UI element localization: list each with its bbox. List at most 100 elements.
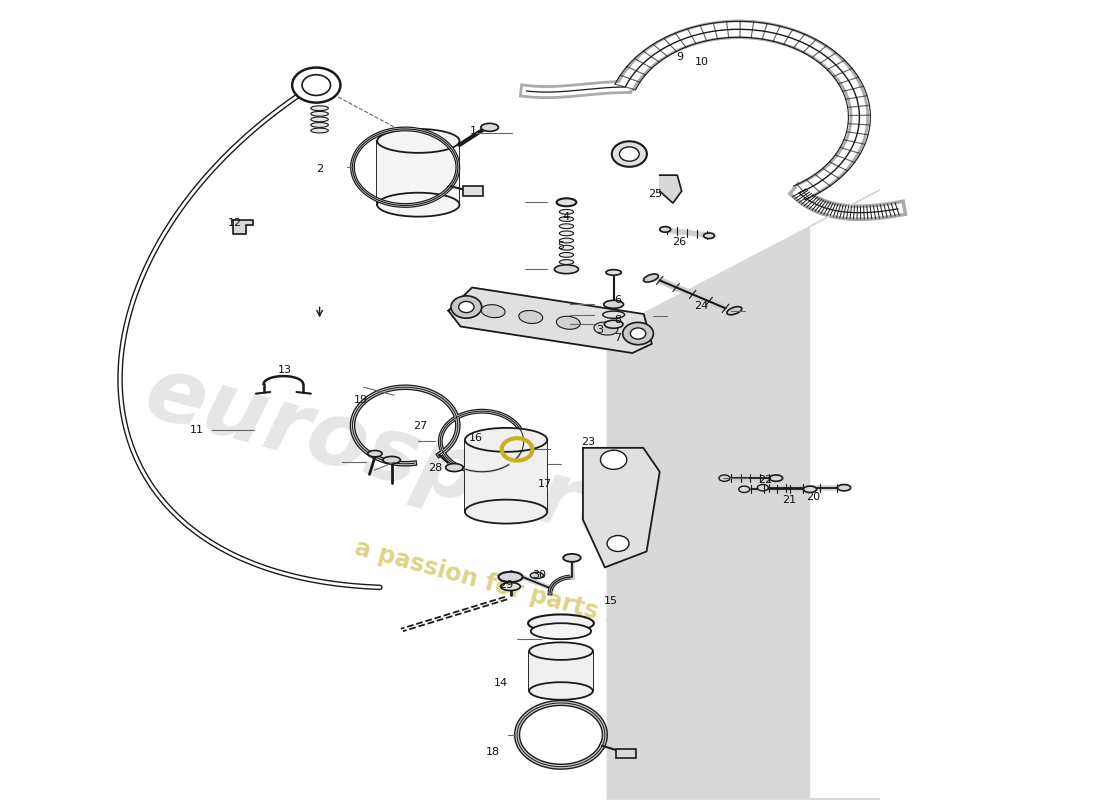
Circle shape [451,296,482,318]
Ellipse shape [559,246,573,250]
Ellipse shape [481,305,505,318]
Text: 30: 30 [532,570,546,580]
Text: 3: 3 [596,325,603,335]
Text: 15: 15 [603,596,617,606]
Ellipse shape [604,320,623,328]
Ellipse shape [377,193,460,217]
Bar [463,186,483,196]
Ellipse shape [500,582,520,590]
Text: 20: 20 [806,492,821,502]
Text: 17: 17 [538,478,551,489]
Text: 4: 4 [563,212,570,222]
Ellipse shape [559,210,573,214]
Text: 21: 21 [782,494,796,505]
Text: 10: 10 [694,57,708,67]
Text: eurospares: eurospares [135,349,701,578]
Text: 23: 23 [581,438,595,447]
Ellipse shape [557,316,580,330]
Text: 8: 8 [615,315,622,326]
Ellipse shape [563,554,581,562]
Text: 26: 26 [672,237,686,247]
Ellipse shape [498,572,522,582]
Text: 19: 19 [354,395,368,405]
Text: 5: 5 [558,241,564,251]
Polygon shape [660,175,682,203]
Ellipse shape [377,129,460,153]
Ellipse shape [604,300,624,308]
Ellipse shape [529,642,593,660]
Bar [465,440,548,512]
Ellipse shape [528,614,594,632]
Ellipse shape [727,306,741,314]
Ellipse shape [383,457,400,463]
Text: 14: 14 [494,678,508,688]
Text: 2: 2 [316,164,323,174]
Text: 12: 12 [228,218,242,228]
Text: 24: 24 [694,301,708,311]
Ellipse shape [465,428,548,452]
Text: 7: 7 [615,333,622,343]
Text: 28: 28 [428,462,442,473]
Ellipse shape [660,226,671,232]
Ellipse shape [311,122,329,127]
Ellipse shape [311,111,329,116]
Circle shape [630,328,646,339]
Ellipse shape [311,106,329,110]
Polygon shape [583,448,660,567]
Ellipse shape [519,310,542,323]
Circle shape [623,322,653,345]
Circle shape [607,535,629,551]
Text: 16: 16 [469,434,483,443]
Polygon shape [233,220,253,234]
Ellipse shape [644,274,659,282]
Text: 11: 11 [189,426,204,435]
Circle shape [459,302,474,313]
Ellipse shape [559,260,573,265]
Text: 22: 22 [758,474,772,485]
Ellipse shape [559,224,573,229]
Text: a passion for parts since 1985: a passion for parts since 1985 [352,536,748,663]
Ellipse shape [554,265,579,274]
Ellipse shape [446,463,463,471]
Ellipse shape [557,198,576,206]
Text: 18: 18 [486,747,500,758]
Text: 1: 1 [470,126,476,135]
Text: 27: 27 [414,421,428,430]
Ellipse shape [559,238,573,243]
Ellipse shape [803,486,816,493]
Ellipse shape [606,270,621,275]
Circle shape [601,450,627,470]
Ellipse shape [559,253,573,258]
Ellipse shape [311,128,329,133]
Ellipse shape [531,623,591,639]
Ellipse shape [769,475,782,482]
Text: 6: 6 [615,294,622,305]
Bar [377,141,460,205]
Text: 13: 13 [277,365,292,374]
Text: 9: 9 [675,52,683,62]
Ellipse shape [465,500,548,523]
Ellipse shape [529,682,593,700]
Ellipse shape [311,117,329,122]
Text: 25: 25 [648,190,662,199]
Circle shape [619,147,639,162]
Ellipse shape [559,231,573,236]
Circle shape [293,67,340,102]
Ellipse shape [837,485,850,491]
Ellipse shape [559,217,573,222]
Text: 29: 29 [499,580,514,590]
Circle shape [612,142,647,167]
Ellipse shape [704,233,715,238]
Polygon shape [449,287,652,353]
Ellipse shape [758,485,768,491]
Bar [529,651,593,691]
Ellipse shape [594,322,618,335]
Ellipse shape [739,486,750,493]
Ellipse shape [481,123,498,131]
Ellipse shape [367,450,382,457]
Ellipse shape [530,572,543,578]
Bar [616,749,636,758]
Ellipse shape [603,311,625,318]
Circle shape [302,74,331,95]
Ellipse shape [719,475,730,482]
